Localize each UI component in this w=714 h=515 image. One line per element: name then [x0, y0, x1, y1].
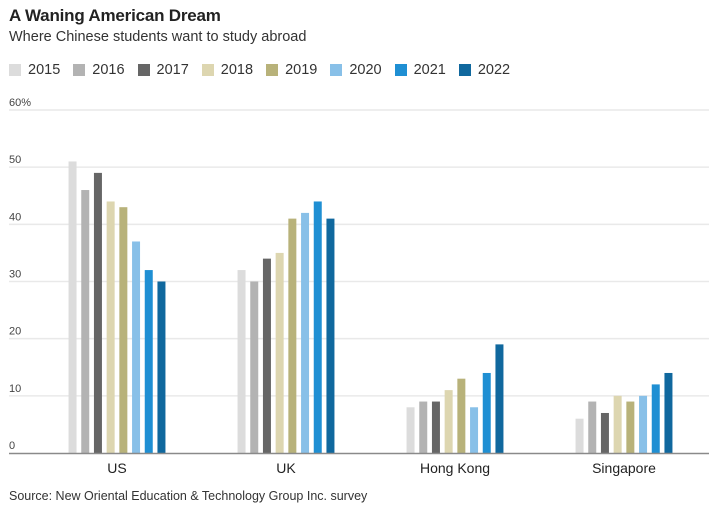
- chart-title: A Waning American Dream: [9, 6, 221, 25]
- legend-label: 2016: [92, 62, 125, 78]
- legend-label: 2020: [349, 62, 382, 78]
- bar-hong-kong-2020: [470, 407, 479, 453]
- bar-hong-kong-2019: [457, 378, 466, 453]
- bar-uk-2020: [301, 212, 310, 453]
- y-tick-label: 0: [9, 440, 15, 452]
- bar-singapore-2020: [639, 395, 648, 453]
- legend-label: 2019: [285, 62, 318, 78]
- legend-swatch: [201, 64, 214, 76]
- bar-uk-2015: [237, 270, 246, 453]
- chart-subtitle: Where Chinese students want to study abr…: [9, 29, 307, 45]
- bar-singapore-2017: [600, 412, 609, 453]
- bar-uk-2022: [326, 218, 335, 453]
- legend-label: 2015: [28, 62, 61, 78]
- y-tick-label: 10: [9, 383, 21, 395]
- legend-swatch: [394, 64, 407, 76]
- legend-item: 2022: [458, 62, 511, 78]
- bar-us-2021: [144, 270, 153, 453]
- y-tick-label: 60%: [9, 97, 31, 109]
- x-axis-labels: US UK Hong Kong Singapore: [107, 460, 656, 476]
- legend-swatch: [458, 64, 471, 76]
- legend-item: 2018: [201, 62, 254, 78]
- x-category-label: UK: [276, 460, 296, 476]
- legend-item: 2019: [266, 62, 317, 78]
- y-axis-ticks: 0 10 20 30 40 50 60%: [9, 97, 31, 452]
- bar-hong-kong-2018: [444, 390, 453, 453]
- bar-hong-kong-2015: [406, 407, 415, 453]
- bar-us-2017: [93, 172, 102, 453]
- bar-us-2015: [68, 161, 77, 453]
- bar-us-2018: [106, 201, 115, 453]
- bars: [68, 161, 673, 454]
- legend-item: 2021: [394, 62, 446, 78]
- bar-uk-2017: [262, 258, 271, 453]
- bar-us-2019: [119, 207, 128, 453]
- x-category-label: US: [107, 460, 126, 476]
- legend-item: 2020: [330, 62, 382, 78]
- legend-label: 2017: [156, 62, 189, 78]
- legend-swatch: [73, 64, 86, 76]
- bar-singapore-2016: [588, 401, 597, 453]
- legend-swatch: [137, 64, 150, 76]
- legend-item: 2015: [9, 62, 60, 78]
- bar-uk-2018: [275, 252, 284, 453]
- legend-swatch: [266, 64, 279, 76]
- bar-us-2022: [157, 281, 166, 453]
- x-category-label: Hong Kong: [420, 460, 490, 476]
- legend-swatch: [9, 64, 21, 76]
- y-tick-label: 40: [9, 211, 21, 223]
- legend-label: 2021: [413, 62, 446, 78]
- bar-hong-kong-2021: [482, 372, 491, 453]
- bar-singapore-2022: [664, 372, 673, 453]
- bar-hong-kong-2016: [419, 401, 428, 453]
- bar-uk-2021: [313, 201, 322, 453]
- bar-uk-2016: [250, 281, 259, 453]
- bar-singapore-2015: [575, 418, 584, 453]
- bar-us-2016: [81, 190, 90, 454]
- y-tick-label: 20: [9, 326, 21, 338]
- bar-singapore-2019: [626, 401, 635, 453]
- legend-item: 2016: [73, 62, 125, 78]
- bar-singapore-2018: [613, 395, 622, 453]
- bar-uk-2019: [288, 218, 297, 453]
- legend-swatch: [330, 64, 343, 76]
- bar-hong-kong-2022: [495, 344, 504, 453]
- legend: 2015 2016 2017 2018 2019 2020 2021 2022: [9, 62, 523, 78]
- legend-label: 2018: [220, 62, 254, 78]
- source-note: Source: New Oriental Education & Technol…: [9, 489, 368, 503]
- y-tick-label: 30: [9, 269, 21, 281]
- bar-singapore-2021: [651, 384, 660, 453]
- bar-us-2020: [132, 241, 141, 453]
- legend-label: 2022: [477, 62, 511, 78]
- bar-hong-kong-2017: [431, 401, 440, 453]
- y-tick-label: 50: [9, 154, 21, 166]
- x-category-label: Singapore: [592, 460, 656, 476]
- legend-item: 2017: [137, 62, 189, 78]
